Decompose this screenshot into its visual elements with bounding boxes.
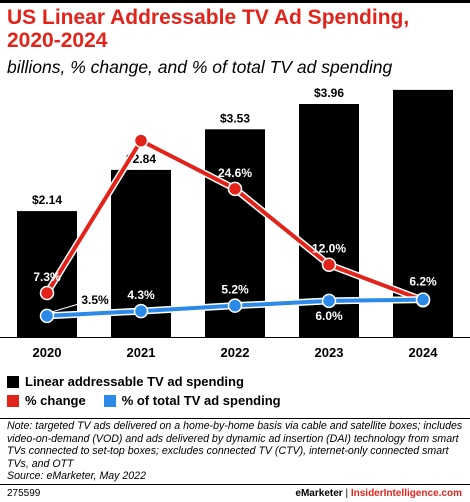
chart-subtitle: billions, % change, and % of total TV ad… <box>7 57 393 77</box>
brand-emarketer: eMarketer <box>295 488 343 499</box>
x-tick-2022: 2022 <box>221 345 250 360</box>
x-tick-2023: 2023 <box>315 345 344 360</box>
legend-label-change: % change <box>25 393 86 408</box>
share-label-2020: 3.5% <box>81 293 109 307</box>
change-label-2021: 32.6% <box>124 118 158 132</box>
share-point-2023 <box>321 293 337 309</box>
x-tick-2024: 2024 <box>409 345 439 360</box>
share-point-2022 <box>227 298 243 313</box>
change-label-2024: 6.1% <box>409 315 437 329</box>
share-label-2021: 4.3% <box>127 288 155 302</box>
legend-swatch-share <box>103 394 116 407</box>
bar-label-2024: $4.20 <box>408 84 438 86</box>
bar-label-2020: $2.14 <box>32 193 62 207</box>
share-label-2023: 6.0% <box>315 309 343 323</box>
chart-note: Note: targeted TV ads delivered on a hom… <box>7 420 463 483</box>
x-tick-2020: 2020 <box>33 345 62 360</box>
change-point-2023 <box>321 257 337 272</box>
footer-divider <box>0 484 470 485</box>
share-label-2024: 6.2% <box>409 275 437 289</box>
share-leader-2020 <box>51 303 80 313</box>
brand-separator: | <box>345 488 349 499</box>
footer-brand: eMarketer | InsiderIntelligence.com <box>295 488 462 499</box>
x-tick-2021: 2021 <box>127 345 156 360</box>
brand-insider: InsiderIntelligence.com <box>350 488 462 499</box>
legend-label-share: % of total TV ad spending <box>121 393 281 408</box>
legend-swatch-change <box>7 394 19 407</box>
top-rule <box>0 0 470 3</box>
note-text: Note: targeted TV ads delivered on a hom… <box>7 420 463 470</box>
legend-item-change: % change <box>7 391 86 410</box>
chart-area: $2.14$2.84$3.53$3.96$4.207.3%32.6%24.6%1… <box>0 84 470 360</box>
legend-label-spending: Linear addressable TV ad spending <box>25 374 244 389</box>
share-label-2022: 5.2% <box>221 283 249 297</box>
share-point-2021 <box>133 303 149 319</box>
share-point-2020 <box>39 308 55 324</box>
change-label-2023: 12.0% <box>312 242 346 256</box>
change-label-2022: 24.6% <box>218 166 252 180</box>
note-divider <box>0 418 470 419</box>
legend-item-share: % of total TV ad spending <box>103 391 281 410</box>
change-point-2021 <box>133 133 149 148</box>
legend: Linear addressable TV ad spending % chan… <box>7 372 299 410</box>
chart-title: US Linear Addressable TV Ad Spending, 20… <box>7 6 410 52</box>
bar-label-2022: $3.53 <box>220 111 250 125</box>
share-point-2024 <box>415 292 431 307</box>
change-point-2020 <box>39 285 55 301</box>
legend-item-spending: Linear addressable TV ad spending <box>7 372 299 391</box>
chart-id: 275599 <box>7 488 41 499</box>
bar-label-2023: $3.96 <box>314 86 344 100</box>
note-source: Source: eMarketer, May 2022 <box>7 470 146 483</box>
change-label-2020: 7.3% <box>33 270 61 284</box>
change-point-2022 <box>227 181 243 197</box>
legend-swatch-spending <box>7 375 19 388</box>
